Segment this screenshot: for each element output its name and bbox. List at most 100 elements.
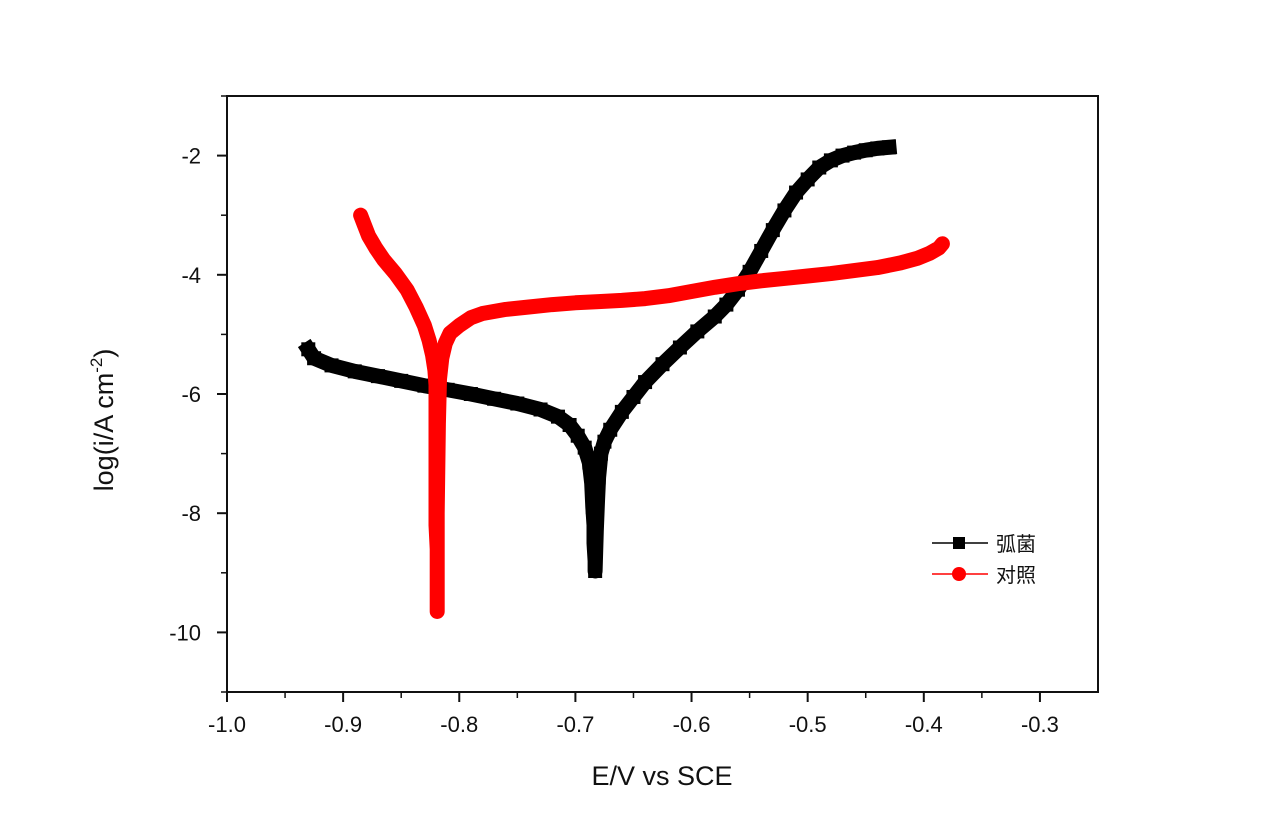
data-point [307, 351, 322, 366]
x-tick-label: -0.6 [673, 712, 711, 737]
data-point [638, 291, 653, 306]
data-point [510, 396, 525, 411]
data-point [409, 300, 424, 315]
data-point [893, 255, 908, 270]
data-point [870, 141, 885, 156]
data-point [823, 266, 838, 281]
x-tick-label: -0.5 [789, 712, 827, 737]
data-point [626, 389, 641, 404]
data-point [550, 409, 565, 424]
data-point [707, 309, 722, 324]
data-point [935, 236, 950, 251]
x-tick-label: -0.4 [905, 712, 943, 737]
data-point [589, 524, 604, 539]
data-point [463, 310, 478, 325]
data-point [498, 302, 513, 317]
data-point [730, 276, 745, 291]
legend-marker-circle [952, 567, 966, 581]
data-point [684, 284, 699, 299]
data-point [582, 455, 597, 470]
data-point [847, 145, 862, 160]
data-point [463, 387, 478, 401]
data-point [417, 378, 432, 393]
data-point [370, 369, 385, 384]
data-point [429, 494, 444, 509]
data-point [754, 243, 769, 258]
x-tick-label: -0.9 [324, 712, 362, 737]
data-point [357, 217, 372, 232]
y-axis-title: log(i/A cm-2) [87, 349, 119, 492]
data-point [361, 229, 376, 244]
data-point [394, 373, 409, 388]
x-tick-label: -1.0 [208, 712, 246, 737]
data-point [429, 431, 444, 446]
data-point [719, 297, 734, 312]
data-point [847, 263, 862, 278]
data-point [487, 391, 502, 406]
data-point [442, 326, 457, 341]
data-point [789, 185, 804, 200]
y-axis-title-main: log(i/A cm [89, 373, 119, 492]
series-layer [297, 139, 950, 619]
axis-tick-labels: -1.0 -0.9 -0.8 -0.7 -0.6 -0.5 -0.4 -0.3 -2 -4 -6 -8… [169, 144, 1059, 737]
data-point [672, 340, 687, 355]
data-point [533, 402, 548, 417]
data-point [590, 494, 605, 509]
data-point [570, 428, 585, 443]
x-axis-title: E/V vs SCE [591, 761, 732, 791]
data-point [324, 358, 339, 373]
data-point [858, 143, 873, 158]
legend-marker-square [953, 537, 965, 549]
data-point [475, 306, 490, 321]
plot-frame [226, 95, 1099, 693]
legend-item-series-1: 弧菌 [932, 532, 1036, 556]
data-point [614, 293, 629, 308]
x-tick-label: -0.8 [440, 712, 478, 737]
y-tick-label: -2 [181, 144, 201, 169]
data-point [347, 364, 362, 379]
series-1 [297, 139, 898, 579]
data-point [430, 604, 445, 619]
data-point [655, 357, 670, 372]
data-point [430, 541, 445, 556]
data-point [765, 223, 780, 238]
data-point [591, 470, 606, 485]
data-point [431, 416, 446, 431]
data-point [429, 458, 444, 473]
data-point [661, 288, 676, 303]
data-point [800, 172, 815, 187]
legend: 弧菌 对照 [932, 532, 1036, 587]
legend-item-series-2: 对照 [932, 563, 1036, 587]
data-point [376, 252, 391, 267]
y-axis-title-close: ) [89, 349, 119, 358]
data-point [614, 404, 629, 419]
data-point [434, 351, 449, 366]
data-point [562, 417, 577, 432]
data-point [690, 324, 705, 339]
data-point [388, 266, 403, 281]
x-tick-label: -0.3 [1021, 712, 1059, 737]
y-tick-label: -6 [181, 382, 201, 407]
data-point [586, 536, 601, 550]
data-point [881, 140, 896, 155]
data-point [368, 240, 383, 255]
data-point [432, 372, 447, 387]
data-point [429, 392, 444, 407]
data-point [603, 422, 618, 437]
data-point [597, 434, 612, 449]
data-point [577, 440, 592, 455]
y-tick-label: -10 [169, 620, 201, 645]
legend-label-series-2: 对照 [996, 563, 1036, 587]
data-point [870, 260, 885, 275]
y-tick-label: -4 [181, 263, 201, 288]
y-tick-label: -8 [181, 501, 201, 526]
x-tick-label: -0.7 [556, 712, 594, 737]
data-point [823, 153, 838, 168]
data-point [800, 268, 815, 283]
data-point [400, 282, 415, 297]
data-point [835, 148, 850, 163]
series-2 [353, 207, 950, 619]
data-point [591, 294, 606, 309]
legend-label-series-1: 弧菌 [996, 532, 1036, 556]
data-point [452, 318, 467, 333]
